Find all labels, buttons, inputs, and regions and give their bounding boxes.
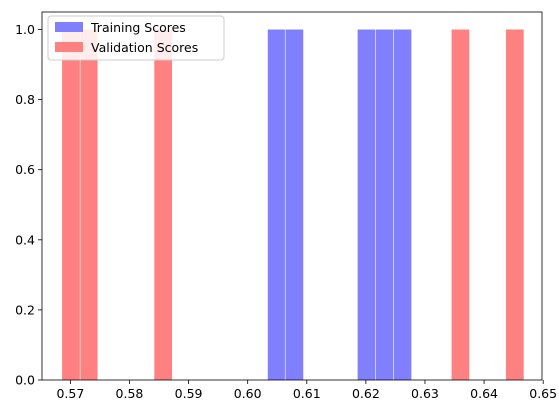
legend-swatch-1 [55, 42, 83, 52]
legend-swatch-0 [55, 22, 83, 32]
bars-layer [62, 29, 524, 381]
bar-validation-0 [62, 29, 80, 381]
x-tick-label-2: 0.59 [175, 386, 203, 401]
bar-training-2 [357, 29, 376, 381]
y-tick-label-1: 0.2 [15, 302, 35, 317]
x-tick-label-0: 0.57 [56, 386, 84, 401]
x-tick-label-6: 0.63 [411, 386, 439, 401]
x-tick-label-4: 0.61 [293, 386, 321, 401]
bar-training-4 [393, 29, 412, 381]
x-tick-label-1: 0.58 [116, 386, 144, 401]
bar-training-3 [375, 29, 394, 381]
x-tick-label-7: 0.64 [470, 386, 498, 401]
y-tick-label-0: 0.0 [15, 373, 35, 388]
bar-training-0 [267, 29, 285, 381]
legend-box [47, 15, 225, 61]
y-tick-label-2: 0.4 [15, 232, 35, 247]
bar-validation-2 [154, 29, 173, 381]
y-tick-label-3: 0.6 [15, 162, 35, 177]
bar-training-1 [285, 29, 304, 381]
legend-label-0: Training Scores [90, 20, 186, 35]
x-tick-label-8: 0.65 [529, 386, 557, 401]
x-tick-label-3: 0.60 [234, 386, 262, 401]
legend-label-1: Validation Scores [91, 40, 198, 55]
axes-layer: 0.57 0.58 0.59 0.60 0.61 0.62 0.63 0.64 0.65 0.0 0… [15, 11, 557, 401]
y-tick-label-5: 1.0 [15, 22, 35, 37]
bar-validation-4 [505, 29, 524, 381]
bar-validation-3 [451, 29, 470, 381]
y-tick-label-4: 0.8 [15, 92, 35, 107]
plot-frame [41, 11, 543, 381]
bar-validation-1 [80, 29, 98, 381]
x-tick-label-5: 0.62 [352, 386, 380, 401]
legend: Training Scores Validation Scores [47, 15, 225, 61]
